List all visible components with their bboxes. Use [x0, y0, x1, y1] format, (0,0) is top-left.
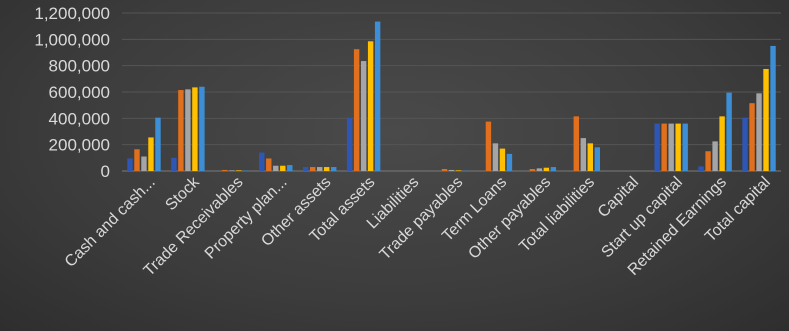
bar	[374, 21, 381, 172]
bar	[185, 89, 191, 171]
bar	[492, 143, 499, 171]
bar	[229, 170, 235, 171]
bar	[199, 86, 205, 171]
bar	[236, 170, 242, 171]
bar	[550, 167, 557, 171]
bar	[310, 167, 316, 171]
bar	[455, 170, 462, 171]
bar	[273, 165, 279, 171]
category-label: Cash and cash...	[62, 174, 159, 271]
bar	[155, 117, 161, 171]
y-tick-label: 0	[101, 162, 110, 181]
bar	[770, 45, 776, 171]
bars	[127, 21, 776, 172]
bar	[280, 165, 286, 171]
bar	[171, 157, 177, 171]
y-tick-label: 200,000	[49, 136, 110, 155]
bar	[331, 167, 337, 171]
bar	[749, 103, 755, 171]
bar	[222, 169, 228, 171]
bar	[580, 138, 586, 171]
bar	[698, 166, 704, 171]
bar	[763, 68, 769, 171]
bar	[742, 117, 748, 171]
bar	[448, 169, 455, 171]
bar	[705, 151, 711, 171]
y-tick-label: 1,000,000	[34, 30, 110, 49]
bar	[682, 123, 688, 171]
bar	[360, 61, 367, 172]
bar	[266, 158, 272, 171]
bar	[726, 92, 732, 171]
bar	[287, 165, 293, 171]
bar	[441, 169, 448, 171]
bar	[346, 117, 353, 171]
bar	[141, 156, 147, 171]
bar	[485, 121, 492, 172]
bar	[675, 123, 681, 171]
bar	[134, 149, 140, 171]
bar	[536, 168, 543, 171]
bar	[506, 153, 513, 171]
bar	[661, 123, 667, 171]
bar	[529, 169, 536, 171]
bar	[353, 49, 360, 171]
bar	[654, 123, 660, 171]
category-label: Stock	[162, 173, 203, 214]
y-tick-label: 600,000	[49, 83, 110, 102]
bar	[719, 116, 725, 171]
y-tick-label: 400,000	[49, 109, 110, 128]
bar	[756, 93, 762, 171]
bar	[259, 152, 265, 171]
bar	[317, 167, 323, 171]
bar	[668, 123, 674, 171]
bar	[367, 41, 374, 172]
bar	[192, 87, 198, 171]
bar	[594, 147, 600, 171]
y-axis-ticks: 0 200,000 400,000 600,000 800,000 1,000,000 1,…	[34, 4, 110, 181]
bar	[499, 148, 506, 171]
y-tick-label: 800,000	[49, 57, 110, 76]
bar	[587, 143, 593, 171]
bar	[178, 90, 184, 171]
bar	[573, 116, 579, 171]
gridlines	[122, 12, 781, 172]
y-tick-label: 1,200,000	[34, 4, 110, 23]
bar	[324, 167, 330, 171]
bar	[127, 158, 133, 171]
bar	[303, 167, 309, 171]
bar	[543, 167, 550, 171]
bar	[148, 137, 154, 171]
bar	[712, 141, 718, 172]
